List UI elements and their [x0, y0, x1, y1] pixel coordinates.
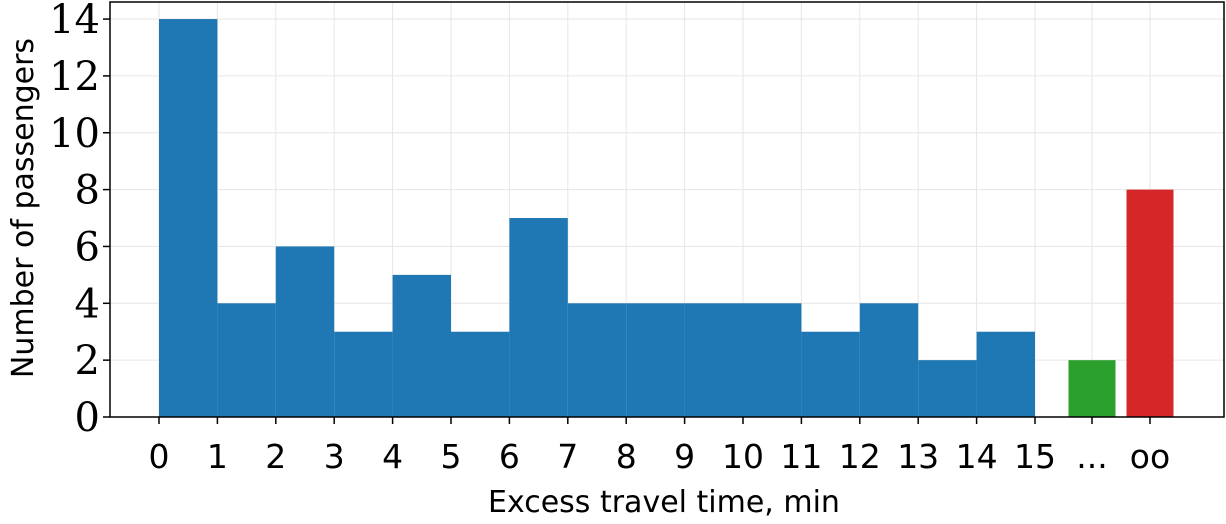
y-tick-label-3: 6	[75, 224, 100, 270]
bar-bin-6	[509, 218, 568, 417]
bar-bin-4	[392, 274, 451, 417]
y-tick-label-4: 8	[75, 168, 100, 214]
bar-bin-10	[743, 303, 802, 417]
x-tick-label-6: 6	[499, 437, 520, 476]
x-tick-label-3: 3	[324, 437, 345, 476]
y-tick-label-7: 14	[49, 0, 100, 43]
y-tick-label-2: 4	[75, 281, 100, 327]
bar-bin-8	[626, 303, 685, 417]
bar-bin-14	[976, 331, 1035, 417]
x-tick-label-9: 9	[674, 437, 695, 476]
x-tick-label-16: ...	[1076, 437, 1107, 476]
x-tick-label-17: oo	[1130, 437, 1170, 476]
x-tick-label-15: 15	[1014, 437, 1056, 476]
bar-unfinished	[1068, 360, 1116, 417]
plot-frame	[109, 1, 1225, 418]
x-tick-label-11: 11	[780, 437, 822, 476]
bar-bin-11	[801, 331, 860, 417]
y-axis-label: Number of passengers	[6, 38, 41, 378]
bar-bin-0	[159, 19, 218, 417]
bar-bin-2	[275, 246, 335, 417]
bar-bin-13	[918, 360, 977, 417]
x-tick-label-13: 13	[897, 437, 939, 476]
x-tick-label-1: 1	[207, 437, 228, 476]
x-tick-label-4: 4	[382, 437, 403, 476]
bar-bin-9	[684, 303, 743, 417]
bars	[159, 19, 1174, 417]
x-tick-label-10: 10	[722, 437, 764, 476]
bar-bin-5	[451, 331, 510, 417]
y-axis-ticks: 0 2 4 6 8 10 12 14	[49, 0, 110, 441]
bar-bin-3	[334, 331, 393, 417]
x-tick-label-14: 14	[956, 437, 998, 476]
bar-bin-7	[567, 303, 627, 417]
x-axis-ticks: 0 1 2 3 4 5 6 7 8 9 10 11 12 13 14 15... oo	[149, 417, 1170, 476]
x-tick-label-2: 2	[265, 437, 286, 476]
y-tick-label-1: 2	[75, 338, 100, 384]
x-tick-label-7: 7	[557, 437, 578, 476]
x-tick-label-8: 8	[616, 437, 637, 476]
x-tick-label-5: 5	[441, 437, 462, 476]
bar-bin-12	[859, 303, 919, 417]
y-tick-label-0: 0	[75, 395, 100, 441]
bar-bin-1	[217, 303, 276, 417]
y-tick-label-5: 10	[49, 111, 100, 157]
x-axis-label: Excess travel time, min	[488, 485, 840, 520]
x-tick-label-12: 12	[839, 437, 881, 476]
y-tick-label-6: 12	[49, 54, 100, 100]
bar-infinite	[1126, 189, 1174, 417]
x-tick-label-0: 0	[149, 437, 170, 476]
